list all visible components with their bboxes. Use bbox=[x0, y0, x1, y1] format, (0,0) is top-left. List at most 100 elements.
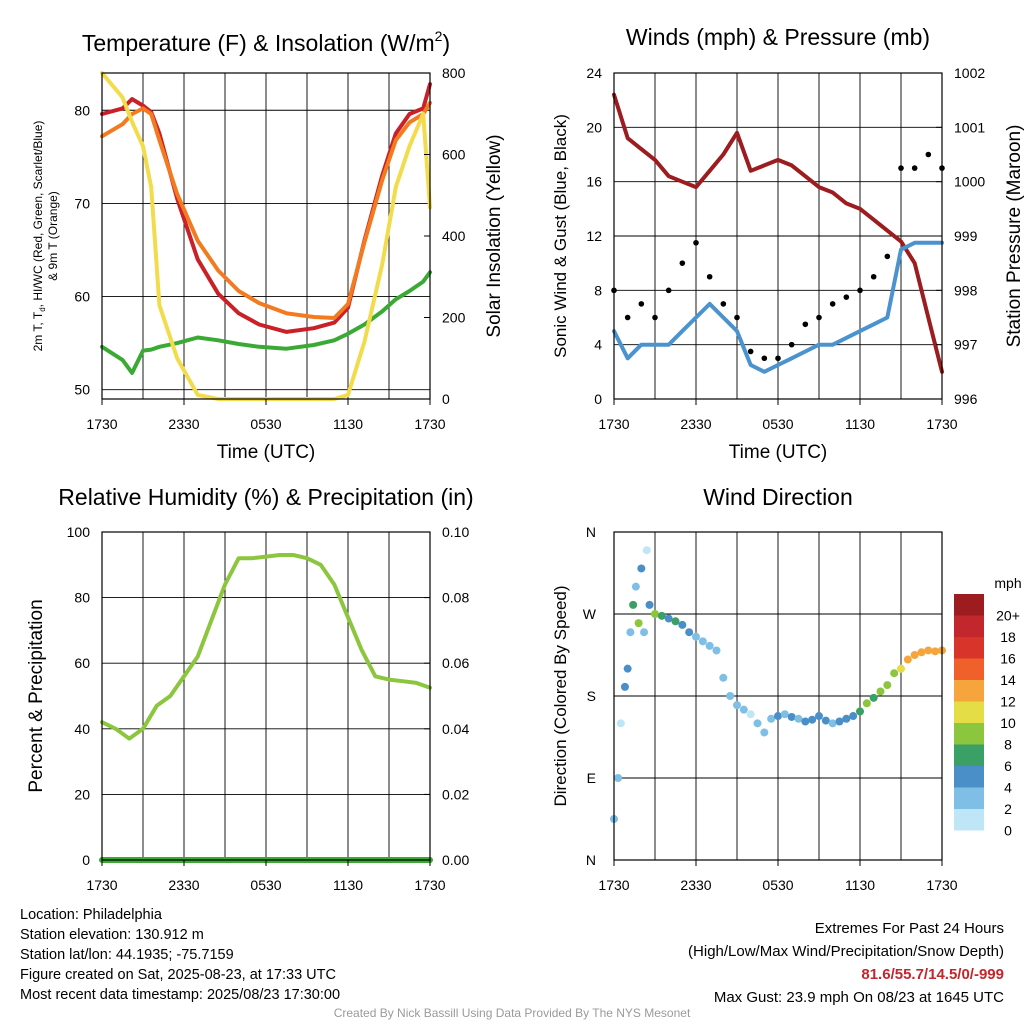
direction-point bbox=[821, 716, 830, 725]
y2-tick-label: 0.08 bbox=[442, 590, 469, 606]
x-tick-label: 2330 bbox=[168, 877, 199, 893]
colorbar-swatch bbox=[954, 766, 984, 788]
colorbar-label: 14 bbox=[1000, 672, 1016, 688]
speed-colorbar: 20+ 18 16 14 12 10 8 6 4 2 0 bbox=[954, 594, 1020, 839]
y2-tick-label: 997 bbox=[954, 337, 978, 353]
winds-ylabel: Sonic Wind & Gust (Blue, Black) bbox=[551, 114, 570, 358]
colorbar-swatch bbox=[954, 680, 984, 702]
credit-line: Created By Nick Bassill Using Data Provi… bbox=[333, 1006, 691, 1020]
direction-point bbox=[931, 647, 940, 656]
direction-point bbox=[719, 673, 728, 682]
y-tick-label: 60 bbox=[74, 289, 90, 305]
colorbar-label: 20+ bbox=[996, 608, 1020, 624]
x-tick-label: 0530 bbox=[762, 416, 793, 432]
direction-point bbox=[640, 628, 649, 637]
colorbar-swatch bbox=[954, 594, 984, 616]
direction-point bbox=[698, 637, 707, 646]
extremes-subheading: (High/Low/Max Wind/Precipitation/Snow De… bbox=[688, 943, 1004, 960]
temperature-ylabel-line1: 2m T, Td, HI/WC (Red, Green, Scarlet/Blu… bbox=[31, 121, 47, 352]
winds-title: Winds (mph) & Pressure (mb) bbox=[626, 24, 930, 50]
extremes-values: 81.6/55.7/14.5/0/-999 bbox=[861, 966, 1004, 983]
temperature-xlabel: Time (UTC) bbox=[217, 442, 316, 463]
y-tick-label: 20 bbox=[74, 786, 90, 802]
direction-point bbox=[642, 546, 651, 555]
direction-point bbox=[876, 687, 885, 696]
direction-point bbox=[637, 564, 646, 573]
direction-point bbox=[774, 712, 782, 721]
humidity-title: Relative Humidity (%) & Precipitation (i… bbox=[58, 484, 473, 510]
direction-point bbox=[849, 712, 858, 721]
gust-point bbox=[761, 355, 768, 362]
y2-tick-label: 1002 bbox=[954, 65, 985, 81]
colorbar-label: 16 bbox=[1000, 651, 1016, 667]
colorbar-swatch bbox=[954, 637, 984, 659]
colorbar-label: 4 bbox=[1004, 780, 1012, 796]
x-tick-label: 2330 bbox=[680, 416, 711, 432]
winds-y-ticks: 0 4 8 12 16 20 24 bbox=[586, 65, 602, 407]
winds-series bbox=[611, 92, 945, 374]
x-tick-label: 1130 bbox=[333, 416, 363, 432]
colorbar-swatch bbox=[954, 701, 984, 723]
direction-point bbox=[903, 655, 912, 664]
direction-point bbox=[856, 707, 864, 716]
direction-point bbox=[924, 646, 933, 655]
direction-gridlines bbox=[614, 532, 942, 860]
temperature-ylabel-line2: & 9m T (Orange) bbox=[46, 191, 60, 281]
gust-point bbox=[884, 253, 891, 260]
direction-point bbox=[712, 646, 721, 655]
direction-point bbox=[842, 714, 851, 723]
direction-point bbox=[726, 692, 735, 700]
insolation-y-ticks: 0 200 400 600 800 bbox=[424, 65, 466, 407]
gust-point bbox=[747, 348, 754, 355]
colorbar-swatch bbox=[954, 658, 984, 680]
direction-point bbox=[645, 600, 654, 609]
series-line-1 bbox=[612, 240, 944, 374]
y2-tick-label: 0.02 bbox=[442, 786, 469, 802]
series-line-2 bbox=[100, 270, 432, 375]
precipitation-y-ticks: 0.00 0.02 0.04 0.06 0.08 0.10 bbox=[424, 524, 469, 868]
x-tick-label: 1130 bbox=[333, 877, 363, 893]
y2-tick-label: 0.00 bbox=[442, 852, 469, 868]
y-tick-label: 60 bbox=[74, 655, 90, 671]
info-recent: Most recent data timestamp: 2025/08/23 1… bbox=[20, 987, 341, 1003]
direction-title: Wind Direction bbox=[703, 484, 853, 510]
gust-point bbox=[898, 165, 904, 171]
humidity-gridlines bbox=[102, 531, 430, 861]
colorbar-label: 0 bbox=[1004, 823, 1012, 839]
direction-point bbox=[862, 699, 871, 708]
gust-point bbox=[734, 314, 740, 321]
direction-y-ticks: N E S W N bbox=[583, 524, 597, 868]
humidity-y-ticks: 0 20 40 60 80 100 bbox=[67, 524, 91, 868]
x-tick-label: 1730 bbox=[926, 877, 957, 893]
y-tick-label: 80 bbox=[74, 590, 90, 606]
y-tick-label: 0 bbox=[82, 852, 90, 868]
direction-point bbox=[678, 620, 687, 629]
colorbar-label: 10 bbox=[1000, 715, 1016, 731]
x-tick-label: 0530 bbox=[762, 877, 793, 893]
gust-point bbox=[857, 287, 863, 294]
y-tick-label: N bbox=[586, 852, 596, 868]
gust-point bbox=[911, 165, 918, 171]
direction-point bbox=[780, 710, 789, 719]
extremes-info: Extremes For Past 24 Hours (High/Low/Max… bbox=[688, 917, 1004, 1009]
gust-point bbox=[775, 355, 781, 362]
direction-point bbox=[787, 712, 796, 721]
station-info: Location: Philadelphia Station elevation… bbox=[20, 905, 340, 1005]
y-tick-label: W bbox=[583, 606, 597, 622]
colorbar-swatch bbox=[954, 744, 984, 766]
direction-point bbox=[657, 611, 666, 620]
y-tick-label: 16 bbox=[586, 174, 602, 190]
y-tick-label: 50 bbox=[74, 382, 90, 398]
direction-point bbox=[705, 641, 714, 650]
x-tick-label: 1130 bbox=[845, 416, 875, 432]
direction-point bbox=[614, 774, 623, 782]
info-elevation: Station elevation: 130.912 m bbox=[20, 927, 204, 943]
gust-point bbox=[624, 314, 631, 321]
series-line-0 bbox=[100, 553, 432, 741]
y-tick-label: 12 bbox=[586, 228, 602, 244]
direction-point bbox=[835, 717, 844, 726]
x-tick-label: 1730 bbox=[926, 416, 957, 432]
winds-xlabel: Time (UTC) bbox=[729, 442, 828, 463]
